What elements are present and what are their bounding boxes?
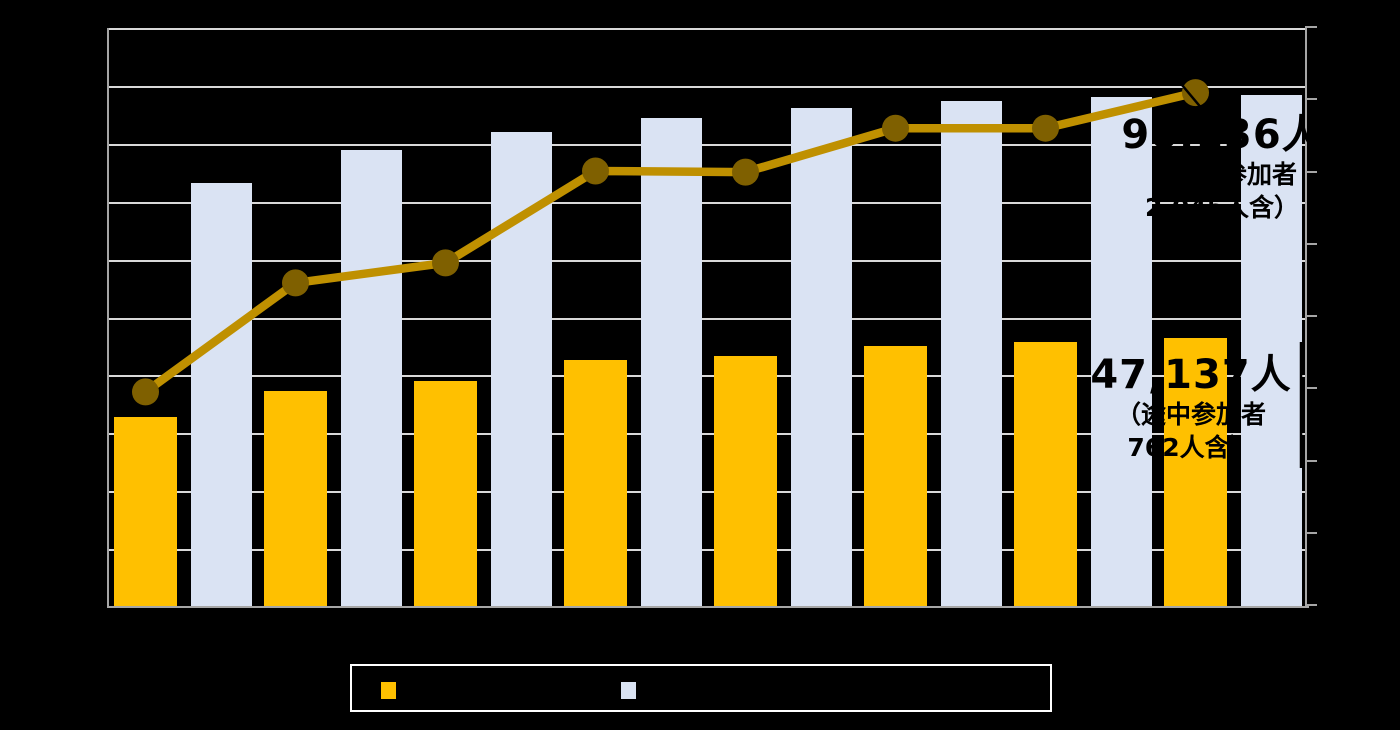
bar-gold-5 [714,355,777,607]
gridline [108,433,1306,436]
line-total-value: 90,136人 [1121,112,1323,158]
right-axis-tick [1307,98,1317,101]
line-total-note-1: （途中参加者 [1146,160,1297,189]
line-marker-2 [282,269,309,297]
bar-blue-5 [791,108,852,607]
legend [350,664,1052,712]
gridline [108,549,1306,552]
left-y-axis [107,28,109,607]
gridline [108,85,1306,88]
x-axis [107,606,1309,608]
line-total-note-2: 2,045人含） [1144,193,1300,222]
line-marker-3 [432,249,459,277]
right-axis-tick [1307,315,1317,317]
bar-total-value: 47,137人 [1090,352,1292,398]
bar-blue-8 [1241,95,1302,607]
bar-blue-6 [941,100,1002,607]
right-axis-tick [1307,604,1317,606]
right-axis-tick [1307,459,1317,462]
right-axis-tick [1307,387,1317,390]
line-marker-4 [582,157,609,185]
line-marker-5 [732,158,759,186]
line-marker-1 [132,378,159,406]
legend-swatch-gold-bars [381,682,396,699]
bar-blue-4 [641,117,702,607]
bar-gold-1 [114,417,177,607]
bar-blue-3 [491,131,552,607]
bar-gold-2 [264,390,327,607]
bar-blue-1 [191,183,252,607]
callout-line-series-total: 90,136人 （途中参加者 2,045人含） [1052,112,1392,224]
right-axis-tick [1307,531,1317,534]
legend-swatch-blue-bars [621,682,636,699]
right-y-axis [1305,26,1307,607]
gridline [108,28,1306,30]
gridline [108,491,1306,494]
bar-blue-2 [341,149,402,607]
bar-total-note-1: （途中参加者 [1115,400,1266,429]
bar-total-note-2: 762人含） [1127,433,1255,462]
line-marker-6 [882,114,909,142]
bar-gold-3 [414,381,477,607]
right-axis-tick [1307,170,1317,173]
right-axis-tick [1307,242,1317,245]
right-axis-tick [1307,26,1317,28]
bar-gold-4 [564,359,627,607]
callout-gold-bar-total: 47,137人 （途中参加者 762人含） [1021,352,1361,464]
bar-gold-6 [864,346,927,607]
line-marker-8 [1182,79,1209,107]
